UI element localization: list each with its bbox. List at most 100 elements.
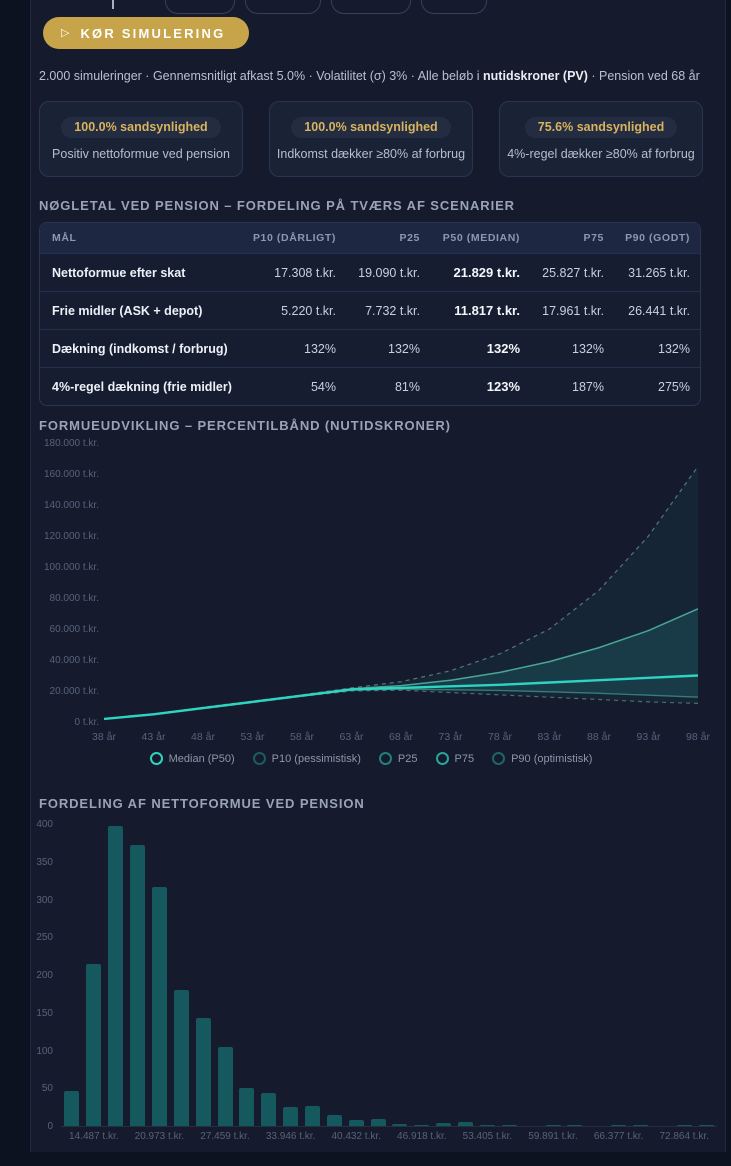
table-header-row: MÅL P10 (DÅRLIGT) P25 P50 (MEDIAN) P75 P90 (G… xyxy=(40,223,700,253)
legend-label: Median (P50) xyxy=(168,752,235,765)
legend-ring-icon xyxy=(378,752,392,765)
histogram-baseline xyxy=(61,1126,717,1127)
histogram-bar xyxy=(261,1092,277,1126)
legend-item: P10 (pessimistisk) xyxy=(252,752,361,765)
histogram-x-tick-label: 53.405 t.kr. xyxy=(462,1131,513,1142)
histogram-bar xyxy=(392,1123,408,1126)
probability-badge: 100.0% sandsynlighed xyxy=(61,117,221,138)
table-row-label: Frie midler (ASK + depot) xyxy=(52,303,203,318)
histogram-y-tick-label: 100 xyxy=(36,1045,53,1057)
probability-badge: 75.6% sandsynlighed xyxy=(524,117,678,138)
x-axis-tick-label: 83 år xyxy=(537,731,562,743)
histogram-bar xyxy=(633,1125,648,1126)
legend-ring-icon xyxy=(435,752,449,765)
histogram-bar xyxy=(108,826,124,1126)
band-p10-p90 xyxy=(104,466,698,719)
x-axis-tick-label: 48 år xyxy=(191,731,215,743)
table-cell-p90: 132% xyxy=(658,341,690,356)
y-axis-tick-label: 100.000 t.kr. xyxy=(43,562,99,573)
table-row: Nettoformue efter skat 17.308 t.kr. 19.090… xyxy=(40,253,700,291)
histogram-x-tick-label: 40.432 t.kr. xyxy=(331,1131,381,1142)
y-axis-tick-label: 0 t.kr. xyxy=(74,717,99,728)
top-pill-button-fragment[interactable] xyxy=(331,0,411,14)
histogram-bar xyxy=(567,1124,583,1126)
histogram-bar xyxy=(479,1125,495,1126)
table-cell-p25: 132% xyxy=(388,341,420,356)
table-row-label: 4%-regel dækning (frie midler) xyxy=(52,379,232,394)
table-cell-p50: 132% xyxy=(486,341,520,356)
y-axis-tick-label: 160.000 t.kr. xyxy=(43,469,99,480)
histogram-bar xyxy=(436,1123,452,1126)
table-cell-p90: 31.265 t.kr. xyxy=(628,265,690,280)
top-pill-button-fragment[interactable] xyxy=(165,0,235,14)
table-cell-p25: 81% xyxy=(394,379,420,394)
histogram-y-tick-label: 50 xyxy=(41,1083,53,1095)
x-axis-tick-label: 63 år xyxy=(339,731,364,743)
histogram-bar xyxy=(173,990,189,1126)
y-axis-tick-label: 140.000 t.kr. xyxy=(43,500,99,511)
x-axis-tick-label: 98 år xyxy=(686,731,710,743)
table-header-cell: P75 xyxy=(583,232,604,244)
histogram-x-tick-label: 33.946 t.kr. xyxy=(265,1131,316,1142)
legend-item: P90 (optimistisk) xyxy=(492,752,592,765)
summary-part: 2.000 simuleringer · Gennemsnitligt afka… xyxy=(39,69,484,83)
histogram-bar xyxy=(195,1018,211,1126)
run-simulation-button[interactable]: ▷ KØR SIMULERING xyxy=(43,17,250,49)
histogram-bar xyxy=(545,1124,561,1126)
table-cell-p25: 19.090 t.kr. xyxy=(358,265,420,280)
y-axis-tick-label: 180.000 t.kr. xyxy=(43,438,99,449)
table-header-cell: MÅL xyxy=(52,232,77,244)
wealth-percentile-chart xyxy=(104,465,698,721)
histogram-bar xyxy=(326,1115,342,1126)
probability-card: 100.0% sandsynlighed Positiv nettoformue … xyxy=(39,101,243,177)
histogram-bar xyxy=(86,963,102,1126)
probability-card-description: Positiv nettoformue ved pension xyxy=(52,146,230,161)
histogram-y-tick-label: 150 xyxy=(36,1007,53,1019)
table-cell-p90: 26.441 t.kr. xyxy=(628,303,690,318)
table-cell-p10: 132% xyxy=(304,341,336,356)
table-cell-p25: 7.732 t.kr. xyxy=(365,303,420,318)
table-row: Dækning (indkomst / forbrug) 132% 132% 132%… xyxy=(40,329,700,367)
legend-ring-icon xyxy=(149,752,163,765)
histogram-bar xyxy=(611,1125,627,1126)
histogram-bar xyxy=(130,845,145,1126)
top-pill-button-fragment[interactable] xyxy=(245,0,321,14)
legend-ring-icon xyxy=(252,752,266,765)
table-row: Frie midler (ASK + depot) 5.220 t.kr. 7.73… xyxy=(40,291,700,329)
histogram-bar xyxy=(676,1125,692,1126)
histogram-x-tick-label: 20.973 t.kr. xyxy=(134,1131,185,1142)
top-pill-button-fragment[interactable] xyxy=(421,0,487,14)
histogram-x-tick-label: 59.891 t.kr. xyxy=(528,1131,578,1142)
simulation-summary-line: 2.000 simuleringer · Gennemsnitligt afka… xyxy=(39,69,709,83)
simulation-results-panel: ▷ KØR SIMULERING 2.000 simuleringer · Ge… xyxy=(30,0,726,1152)
x-axis-tick-label: 73 år xyxy=(438,731,463,743)
table-cell-p50: 21.829 t.kr. xyxy=(453,265,521,280)
histogram-bar xyxy=(239,1087,255,1126)
x-axis-tick-label: 53 år xyxy=(240,731,265,743)
table-row-label: Nettoformue efter skat xyxy=(52,265,186,280)
legend-label: P25 xyxy=(397,752,418,765)
table-cell-p75: 17.961 t.kr. xyxy=(542,303,604,318)
y-axis-tick-label: 120.000 t.kr. xyxy=(43,531,99,542)
histogram-y-tick-label: 400 xyxy=(36,819,53,830)
table-row-label: Dækning (indkomst / forbrug) xyxy=(52,341,228,356)
y-axis-tick-label: 80.000 t.kr. xyxy=(49,593,99,604)
histogram-bar xyxy=(348,1120,364,1126)
key-table-section-title: NØGLETAL VED PENSION – FORDELING PÅ TVÆR… xyxy=(39,198,515,213)
x-axis-tick-label: 58 år xyxy=(290,731,314,743)
histogram-bar xyxy=(370,1118,386,1127)
histogram-y-tick-label: 300 xyxy=(36,894,53,906)
x-axis-tick-label: 68 år xyxy=(389,731,413,743)
histogram-bar xyxy=(305,1106,320,1126)
histogram-x-tick-label: 72.864 t.kr. xyxy=(659,1131,709,1142)
probability-card-description: Indkomst dækker ≥80% af forbrug xyxy=(276,146,466,161)
legend-item: Median (P50) xyxy=(149,752,235,765)
x-axis-tick-label: 38 år xyxy=(92,731,116,743)
histogram-bar xyxy=(217,1046,233,1126)
line-median xyxy=(104,674,698,721)
legend-label: P10 (pessimistisk) xyxy=(271,752,361,765)
probability-card: 100.0% sandsynlighed Indkomst dækker ≥80%… xyxy=(269,101,473,177)
y-axis-tick-label: 60.000 t.kr. xyxy=(49,624,99,635)
histogram-x-tick-label: 46.918 t.kr. xyxy=(397,1131,447,1142)
histogram-bar xyxy=(501,1124,517,1126)
